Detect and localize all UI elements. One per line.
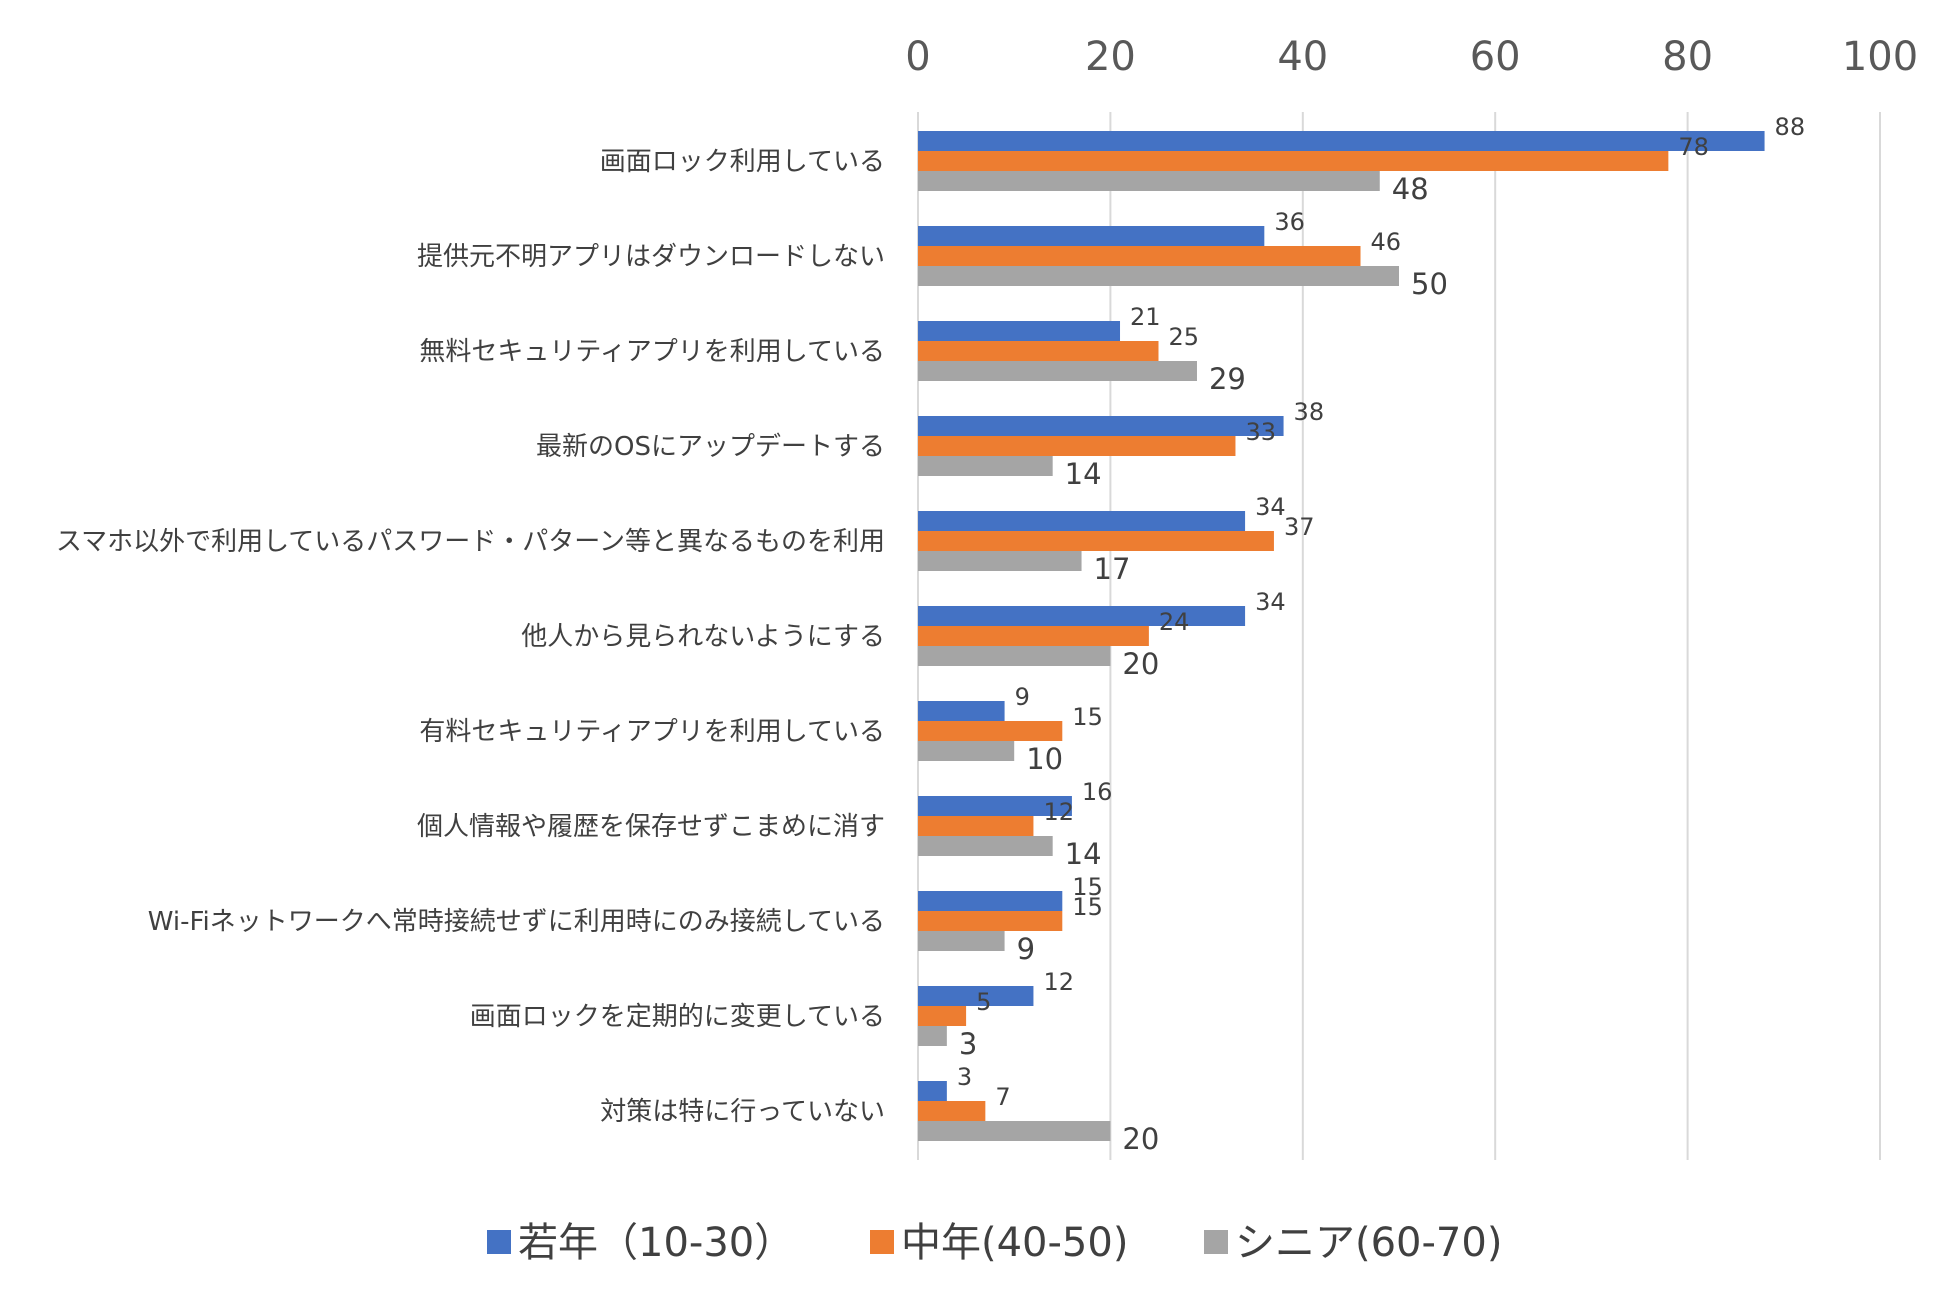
- x-tick-label: 20: [1085, 34, 1136, 80]
- data-label: 5: [976, 988, 991, 1016]
- x-tick-label: 60: [1470, 34, 1521, 80]
- bar-series-3: [918, 171, 1380, 191]
- bar-series-3: [918, 741, 1015, 761]
- data-label: 20: [1122, 1122, 1159, 1156]
- data-label: 3: [959, 1027, 977, 1061]
- bar-series-2: [918, 1006, 967, 1026]
- data-label: 20: [1122, 647, 1159, 681]
- data-label: 24: [1159, 608, 1190, 636]
- bar-series-1: [918, 226, 1265, 246]
- bar-series-2: [918, 911, 1063, 931]
- x-axis-tick-labels: 0 20 40 60 80 100: [905, 34, 1918, 80]
- data-label: 15: [1072, 893, 1103, 921]
- data-label: 14: [1065, 837, 1102, 871]
- bar-series-1: [918, 606, 1246, 626]
- data-label: 17: [1094, 552, 1131, 586]
- category-labels: 画面ロック利用している提供元不明アプリはダウンロードしない無料セキュリティアプリ…: [56, 147, 885, 1127]
- data-label: 21: [1130, 303, 1161, 331]
- category-label: Wi-Fiネットワークへ常時接続せずに利用時にのみ接続している: [148, 907, 885, 937]
- bar-series-2: [918, 246, 1361, 266]
- category-label: 最新のOSにアップデートする: [536, 432, 885, 462]
- bar-series-1: [918, 891, 1063, 911]
- data-label: 7: [995, 1083, 1010, 1111]
- bar-series-2: [918, 1101, 986, 1121]
- gridlines: [917, 112, 1881, 1160]
- data-label: 25: [1169, 323, 1200, 351]
- legend-label: 中年(40-50): [901, 1220, 1128, 1266]
- bar-series-3: [918, 1121, 1111, 1141]
- legend-swatch: [870, 1230, 894, 1254]
- category-label: 有料セキュリティアプリを利用している: [419, 717, 885, 747]
- bar-series-3: [918, 266, 1399, 286]
- bars: [918, 131, 1765, 1141]
- data-label: 15: [1072, 703, 1103, 731]
- x-tick-label: 80: [1662, 34, 1713, 80]
- bar-series-2: [918, 341, 1159, 361]
- bar-series-3: [918, 361, 1197, 381]
- data-label: 36: [1274, 208, 1305, 236]
- bar-series-3: [918, 931, 1005, 951]
- bar-series-2: [918, 531, 1274, 551]
- data-label: 15: [1072, 873, 1103, 901]
- data-label: 33: [1245, 418, 1276, 446]
- data-label: 12: [1043, 798, 1074, 826]
- category-label: 他人から見られないようにする: [521, 622, 885, 652]
- category-label: 提供元不明アプリはダウンロードしない: [417, 242, 885, 272]
- data-label: 38: [1294, 398, 1325, 426]
- bar-series-3: [918, 836, 1053, 856]
- bar-series-3: [918, 1026, 947, 1046]
- category-label: 画面ロックを定期的に変更している: [470, 1002, 885, 1032]
- data-label: 16: [1082, 778, 1113, 806]
- bar-series-3: [918, 456, 1053, 476]
- bar-series-3: [918, 551, 1082, 571]
- bar-series-2: [918, 151, 1669, 171]
- data-label: 37: [1284, 513, 1315, 541]
- category-label: 対策は特に行っていない: [600, 1097, 885, 1127]
- bar-series-2: [918, 816, 1034, 836]
- bar-series-1: [918, 796, 1072, 816]
- data-label: 9: [1017, 932, 1035, 966]
- data-label: 29: [1209, 362, 1246, 396]
- data-label: 12: [1043, 968, 1074, 996]
- data-label: 9: [1015, 683, 1030, 711]
- bar-series-1: [918, 131, 1765, 151]
- data-label: 34: [1255, 588, 1286, 616]
- x-tick-label: 0: [905, 34, 930, 80]
- category-label: 無料セキュリティアプリを利用している: [419, 337, 885, 367]
- bar-series-2: [918, 721, 1063, 741]
- data-label: 48: [1392, 172, 1429, 206]
- data-label: 14: [1065, 457, 1102, 491]
- bar-series-1: [918, 701, 1005, 721]
- category-label: 個人情報や履歴を保存せずこまめに消す: [417, 812, 885, 842]
- legend-swatch: [487, 1230, 511, 1254]
- x-tick-label: 100: [1842, 34, 1918, 80]
- data-label: 3: [957, 1063, 972, 1091]
- bar-series-2: [918, 626, 1149, 646]
- category-label: スマホ以外で利用しているパスワード・パターン等と異なるものを利用: [56, 527, 885, 557]
- data-label: 10: [1026, 742, 1063, 776]
- bar-series-1: [918, 986, 1034, 1006]
- data-label: 78: [1678, 133, 1709, 161]
- x-tick-label: 40: [1277, 34, 1328, 80]
- value-labels: 88 36 21 38 34 34 9 16 15 12 3 78 46 25 33 37 24 15 12 15 5 7…: [957, 113, 1805, 1156]
- bar-series-1: [918, 416, 1284, 436]
- legend-swatch: [1204, 1230, 1228, 1254]
- data-label: 88: [1775, 113, 1806, 141]
- legend-label: シニア(60-70): [1235, 1220, 1502, 1266]
- data-label: 46: [1371, 228, 1402, 256]
- bar-series-1: [918, 1081, 947, 1101]
- data-label: 50: [1411, 267, 1448, 301]
- bar-series-1: [918, 511, 1246, 531]
- legend: 若年（10-30） 中年(40-50) シニア(60-70): [487, 1220, 1502, 1266]
- legend-label: 若年（10-30）: [518, 1220, 794, 1266]
- bar-series-3: [918, 646, 1111, 666]
- bar-series-2: [918, 436, 1236, 456]
- bar-series-1: [918, 321, 1121, 341]
- category-label: 画面ロック利用している: [600, 147, 885, 177]
- data-label: 34: [1255, 493, 1286, 521]
